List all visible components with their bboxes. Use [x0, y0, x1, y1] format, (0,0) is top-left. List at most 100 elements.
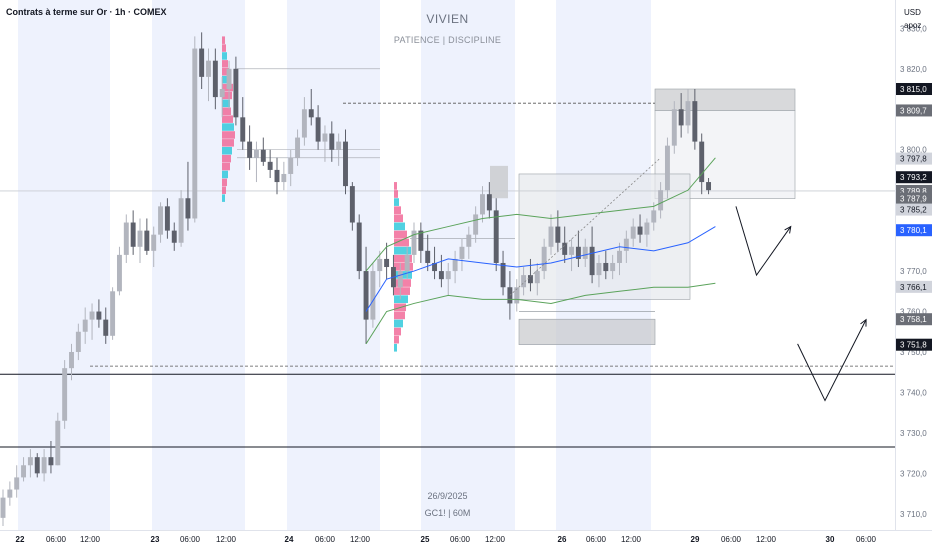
candle-body — [541, 246, 547, 272]
candle-body — [370, 271, 376, 320]
candle-body — [555, 226, 561, 243]
price-tick-label: 3 730,0 — [900, 429, 927, 438]
volume-profile-bar — [222, 162, 230, 171]
watermark-subtitle: PATIENCE | DISCIPLINE — [393, 35, 502, 45]
zone-box — [654, 88, 796, 111]
volume-profile-bar — [394, 311, 405, 320]
zone-box — [518, 318, 656, 346]
candle-body — [288, 157, 294, 174]
candle-body — [438, 271, 444, 280]
price-label: 3 758,1 — [900, 315, 927, 324]
time-tick-label: 30 — [826, 535, 835, 544]
candle-body — [486, 194, 492, 211]
candle-body — [137, 230, 143, 247]
candle-body — [459, 246, 465, 259]
volume-profile-bar — [222, 60, 228, 68]
candle-body — [240, 117, 246, 142]
candle-body — [596, 262, 602, 276]
candle-body — [62, 368, 68, 421]
candle-body — [308, 109, 314, 118]
indicator-line — [365, 226, 716, 312]
volume-profile-bar — [222, 107, 231, 116]
price-tick-label: 3 740,0 — [900, 388, 927, 397]
currency-unit: apoz — [904, 21, 922, 30]
candle-body — [281, 173, 287, 183]
projection-arrowhead — [784, 225, 792, 234]
volume-profile-bar — [222, 123, 234, 131]
currency-code: USD — [904, 8, 921, 17]
currency-label[interactable]: USD apoz — [904, 6, 921, 32]
watermark-symbol: GC1! | 60M — [424, 508, 471, 518]
price-tick-label: 3 760,0 — [900, 308, 927, 317]
volume-profile-bar — [222, 139, 234, 147]
volume-profile-bar — [222, 36, 225, 44]
time-tick-label: 24 — [285, 535, 294, 544]
time-tick-label: 23 — [151, 535, 160, 544]
candle-body — [548, 226, 554, 247]
time-tick-label: 06:00 — [586, 535, 607, 544]
candle-body — [41, 457, 47, 474]
price-label-box — [896, 280, 932, 293]
volume-profile-bar — [394, 319, 403, 328]
candle-body — [623, 238, 629, 251]
volume-profile-bar — [394, 190, 398, 198]
price-tick-label: 3 710,0 — [900, 510, 927, 519]
volume-profile-bar — [222, 99, 230, 108]
time-axis-divider — [0, 530, 932, 531]
candle-body — [110, 291, 116, 336]
time-tick-label: 12:00 — [485, 535, 506, 544]
volume-profile-bar — [222, 68, 229, 76]
symbol-title: Contrats à terme sur Or · 1h · COMEX — [6, 7, 167, 17]
candle-body — [267, 161, 273, 170]
candle-body — [534, 271, 540, 284]
candle-body — [527, 275, 533, 284]
price-label-box — [896, 338, 932, 351]
candle-body — [411, 230, 417, 255]
session-band — [287, 0, 380, 530]
volume-profile-bar — [222, 194, 225, 202]
candle-body — [260, 149, 266, 162]
candle-body — [575, 246, 581, 259]
candle-body — [116, 254, 122, 292]
time-tick-label: 26 — [558, 535, 567, 544]
time-axis: 22 06:00 12:00 23 06:00 12:00 24 06:00 12:00 25 06… — [16, 535, 877, 544]
volume-profile-bar — [394, 230, 407, 239]
candle-body — [130, 222, 136, 247]
candle-body — [500, 262, 506, 288]
candle-body — [295, 137, 301, 158]
price-tick-label: 3 820,0 — [900, 65, 927, 74]
candle-body — [96, 311, 102, 320]
price-axis: 3 830,03 820,03 810,03 800,03 790,03 770… — [896, 24, 932, 519]
price-label-box — [896, 203, 932, 216]
candle-body — [473, 214, 479, 235]
candle-body — [103, 319, 109, 336]
time-tick-label: 06:00 — [450, 535, 471, 544]
candle-body — [164, 206, 170, 231]
projection-path — [735, 206, 792, 277]
candle-body — [185, 198, 191, 219]
projection-arrowhead — [860, 318, 867, 327]
candle-body — [192, 48, 198, 219]
candle-body — [363, 271, 369, 320]
volume-profile-bar — [222, 44, 226, 52]
zone-box — [518, 173, 691, 300]
time-tick-label: 25 — [421, 535, 430, 544]
price-label: 3 789,8 — [900, 187, 927, 196]
price-label: 3 751,8 — [900, 341, 927, 350]
price-label-box — [896, 171, 932, 184]
price-label: 3 797,8 — [900, 155, 927, 164]
candle-body — [34, 457, 40, 474]
time-tick-label: 06:00 — [721, 535, 742, 544]
candle-body — [404, 254, 410, 272]
candle-body — [14, 477, 20, 490]
candle-body — [589, 246, 595, 276]
price-axis-divider — [895, 0, 896, 530]
price-tick-label: 3 800,0 — [900, 146, 927, 155]
time-tick-label: 06:00 — [180, 535, 201, 544]
candle-body — [322, 133, 328, 142]
price-label: 3 787,9 — [900, 195, 927, 204]
candle-body — [699, 141, 705, 183]
volume-profile-bar — [222, 75, 231, 84]
candle-body — [171, 230, 177, 243]
